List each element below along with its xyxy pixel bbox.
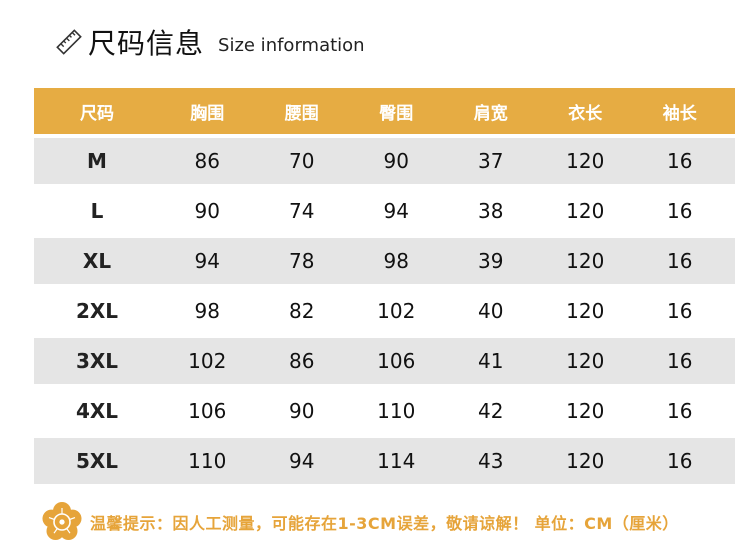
cell-sleeve: 16 (667, 349, 693, 373)
cell-sleeve: 16 (667, 299, 693, 323)
header-sleeve: 袖长 (662, 103, 697, 124)
table-header: 尺码 胸围 腰围 臀围 肩宽 衣长 袖长 (34, 88, 735, 134)
cell-size: L (90, 199, 104, 223)
flower-icon (42, 502, 82, 540)
cell-chest: 98 (194, 299, 220, 323)
cell-length: 120 (566, 149, 605, 173)
table-row: 4XL 106 90 110 42 120 16 (34, 388, 735, 434)
cell-hip: 114 (377, 449, 416, 473)
table-row: M 86 70 90 37 120 16 (34, 138, 735, 184)
cell-hip: 90 (383, 149, 409, 173)
header-hip: 臀围 (379, 103, 414, 124)
cell-sleeve: 16 (667, 399, 693, 423)
header-waist: 腰围 (284, 103, 319, 124)
cell-length: 120 (566, 399, 605, 423)
cell-hip: 102 (377, 299, 416, 323)
cell-length: 120 (566, 449, 605, 473)
cell-sleeve: 16 (667, 149, 693, 173)
cell-size: 2XL (75, 299, 119, 323)
table-row: 3XL 102 86 106 41 120 16 (34, 338, 735, 384)
cell-sleeve: 16 (667, 249, 693, 273)
header-shoulder: 肩宽 (473, 103, 508, 124)
cell-chest: 106 (188, 399, 227, 423)
cell-waist: 78 (289, 249, 315, 273)
cell-chest: 110 (188, 449, 227, 473)
cell-shoulder: 37 (478, 149, 504, 173)
table-row: XL 94 78 98 39 120 16 (34, 238, 735, 284)
header-chest: 胸围 (190, 103, 225, 124)
cell-chest: 86 (194, 149, 220, 173)
title-chinese: 尺码信息 (88, 27, 205, 60)
cell-length: 120 (566, 249, 605, 273)
cell-waist: 86 (289, 349, 315, 373)
cell-size: 3XL (75, 349, 119, 373)
table-row: 2XL 98 82 102 40 120 16 (34, 288, 735, 334)
cell-hip: 94 (383, 199, 409, 223)
cell-hip: 106 (377, 349, 416, 373)
cell-length: 120 (566, 299, 605, 323)
cell-length: 120 (566, 199, 605, 223)
cell-chest: 94 (194, 249, 220, 273)
cell-hip: 98 (383, 249, 409, 273)
page-title: 尺码信息 Size information (56, 22, 365, 62)
cell-shoulder: 40 (478, 299, 504, 323)
cell-size: 5XL (75, 449, 119, 473)
cell-waist: 94 (289, 449, 315, 473)
size-table: 尺码 胸围 腰围 臀围 肩宽 衣长 袖长 M 86 70 90 37 120 1… (34, 88, 735, 484)
cell-size: M (87, 149, 107, 173)
measurement-note: 温馨提示：因人工测量，可能存在1-3CM误差，敬请谅解！ 单位：CM（厘米） (40, 500, 679, 544)
cell-waist: 70 (289, 149, 315, 173)
cell-waist: 90 (289, 399, 315, 423)
title-english: Size information (218, 34, 365, 56)
cell-shoulder: 42 (478, 399, 504, 423)
cell-chest: 102 (188, 349, 227, 373)
table-row: 5XL 110 94 114 43 120 16 (34, 438, 735, 484)
cell-shoulder: 38 (478, 199, 504, 223)
table-row: L 90 74 94 38 120 16 (34, 188, 735, 234)
header-length: 衣长 (568, 103, 603, 124)
cell-shoulder: 43 (478, 449, 504, 473)
cell-size: 4XL (75, 399, 119, 423)
cell-sleeve: 16 (667, 449, 693, 473)
cell-shoulder: 41 (478, 349, 504, 373)
cell-chest: 90 (194, 199, 220, 223)
header-size: 尺码 (80, 103, 114, 124)
cell-waist: 74 (289, 199, 315, 223)
cell-shoulder: 39 (478, 249, 504, 273)
cell-hip: 110 (377, 399, 416, 423)
cell-size: XL (82, 249, 112, 273)
note-text: 温馨提示：因人工测量，可能存在1-3CM误差，敬请谅解！ 单位：CM（厘米） (90, 514, 679, 533)
cell-waist: 82 (289, 299, 315, 323)
cell-sleeve: 16 (667, 199, 693, 223)
cell-length: 120 (566, 349, 605, 373)
ruler-icon (56, 29, 82, 55)
